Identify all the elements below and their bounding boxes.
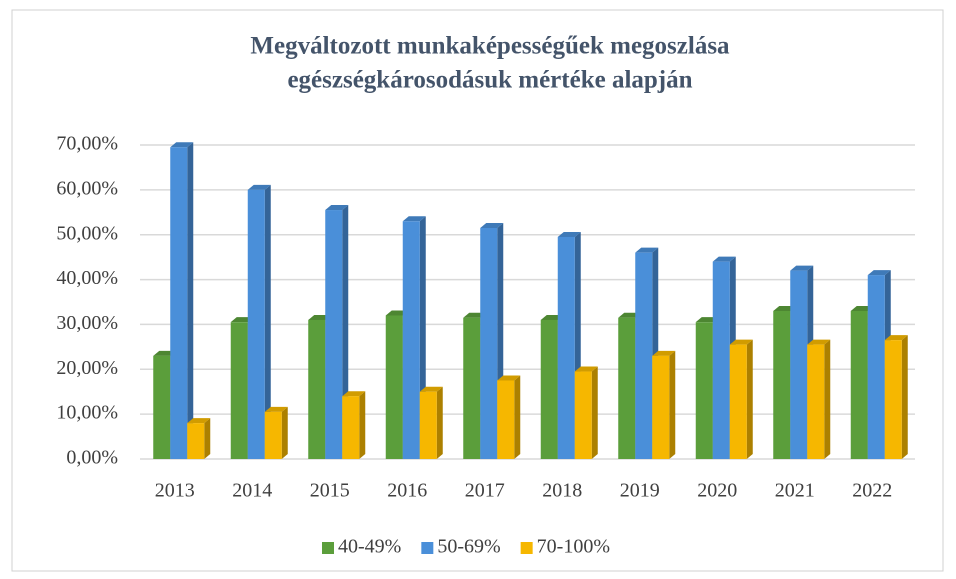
bar-top [884,335,908,341]
bar-top [325,205,349,211]
bar-top [635,247,659,253]
bar [264,411,282,459]
y-tick-label: 30,00% [56,312,118,334]
x-tick-label: 2018 [542,480,582,502]
bar-side [281,406,288,459]
bar-side [669,350,676,459]
bar-top [729,339,753,345]
bar [170,147,188,459]
bar-top [790,265,814,271]
legend-label: 70-100% [537,536,610,558]
x-tick-label: 2021 [775,480,815,502]
chart-frame [11,9,944,572]
bar-side [436,386,443,459]
bar-side [824,339,831,459]
bar [342,396,360,459]
bar-top [342,391,366,397]
bar [790,270,808,459]
y-tick-label: 50,00% [56,222,118,244]
bar-top [807,339,831,345]
bar-top [574,366,598,372]
legend-swatch [520,542,533,554]
x-tick-label: 2020 [697,480,737,502]
bar-top [497,375,521,381]
legend-label: 50-69% [437,536,500,558]
bar [850,310,868,459]
bar [187,423,205,459]
bar [652,355,670,459]
bar-top [480,222,504,228]
bar [385,315,403,459]
bar-top [712,256,736,262]
bar [230,322,248,459]
bar-side [901,335,908,459]
bar [884,340,902,459]
bar [463,317,481,459]
x-tick-label: 2016 [387,480,427,502]
x-tick-label: 2019 [620,480,660,502]
bar [419,391,437,459]
y-tick-label: 40,00% [56,267,118,289]
bar-side [591,366,598,459]
bar-top [867,270,891,276]
bar [773,310,791,459]
y-tick-label: 10,00% [56,402,118,424]
bar [557,236,575,459]
bar [402,221,420,459]
bar-side [204,418,211,459]
bar [618,317,636,459]
bar [247,189,265,459]
bar-side [187,142,194,459]
legend-swatch [322,542,334,554]
bar-top [264,406,288,412]
x-tick-label: 2015 [310,480,350,502]
bar-top [170,142,194,148]
legend-swatch [421,542,434,554]
x-tick-label: 2022 [852,480,892,502]
bar-side [359,391,366,459]
bar [712,261,730,459]
bar [325,210,343,459]
bar [695,322,713,459]
bar [635,252,653,459]
y-tick-label: 20,00% [56,357,118,379]
chart-title: Megváltozott munkaképességűek megoszlása [250,33,730,60]
bar-top [557,231,581,237]
legend-label: 40-49% [338,536,401,558]
bar [867,275,885,459]
bar [540,319,558,459]
bar [480,227,498,459]
y-tick-label: 0,00% [66,447,118,469]
bar [574,371,592,459]
y-tick-label: 60,00% [56,177,118,199]
bar [153,355,171,459]
chart-title: egészségkárosodásuk mértéke alapján [287,67,692,94]
bar-side [746,339,753,459]
bar [497,380,515,459]
bar-top [402,216,426,222]
bar [807,344,825,459]
bar-top [419,386,443,392]
x-tick-label: 2017 [465,480,505,502]
bar-top [247,184,271,190]
bar [729,344,747,459]
bar-side [514,375,521,459]
bar [308,319,326,459]
bar-top [187,418,211,424]
x-tick-label: 2013 [155,480,195,502]
bar-side [264,184,271,459]
y-tick-label: 70,00% [56,133,118,155]
x-tick-label: 2014 [232,480,272,502]
bar-top [652,350,676,356]
